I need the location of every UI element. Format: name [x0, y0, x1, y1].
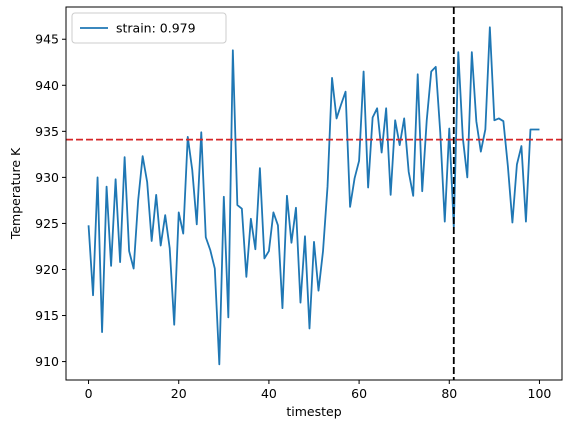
y-tick-label: 915 — [35, 308, 59, 323]
y-tick-label: 920 — [35, 262, 59, 277]
series-line-strain — [87, 26, 540, 366]
x-tick-label: 40 — [261, 386, 277, 401]
x-tick-label: 80 — [441, 386, 457, 401]
plot-area — [66, 7, 562, 380]
y-tick-label: 925 — [35, 216, 59, 231]
legend: strain: 0.979 — [71, 12, 227, 44]
x-tick-label: 0 — [85, 386, 93, 401]
y-tick-label: 940 — [35, 78, 59, 93]
x-axis-label: timestep — [286, 404, 341, 419]
y-tick-label: 930 — [35, 170, 59, 185]
legend-label: strain: 0.979 — [116, 21, 196, 36]
axis-ticks: 0 20 40 60 80 100 910 915 920 925 930 935 940 945 — [35, 32, 551, 401]
legend-box — [71, 12, 227, 44]
y-tick-label: 910 — [35, 354, 59, 369]
x-tick-label: 100 — [528, 386, 552, 401]
axes-frame — [65, 6, 563, 381]
x-tick-label: 20 — [171, 386, 187, 401]
y-axis-label: Temperature K — [8, 147, 23, 240]
y-tick-label: 945 — [35, 32, 59, 47]
y-tick-label: 935 — [35, 124, 59, 139]
x-tick-label: 60 — [351, 386, 367, 401]
